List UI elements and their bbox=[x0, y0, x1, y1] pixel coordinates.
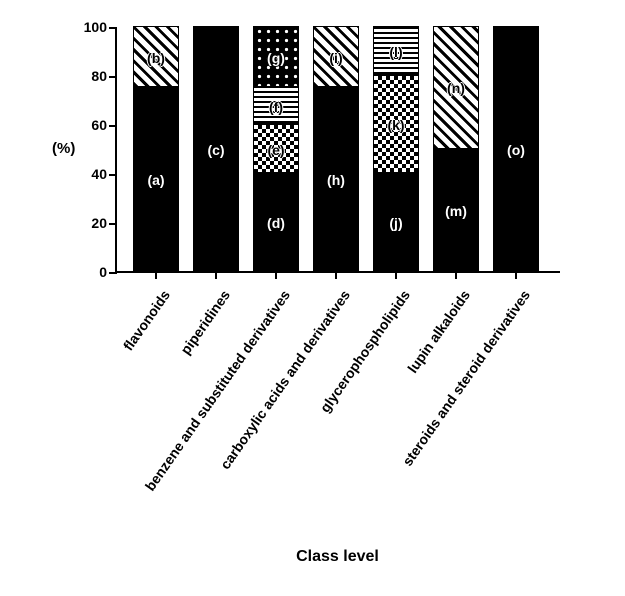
x-category-label: carboxylic acids and derivatives bbox=[217, 287, 353, 472]
y-tick-label: 20 bbox=[67, 215, 107, 231]
bar-segment bbox=[253, 87, 299, 124]
x-tick bbox=[515, 271, 517, 279]
bar-group: (c) bbox=[193, 26, 239, 271]
y-tick-label: 60 bbox=[67, 117, 107, 133]
plot-area: (a)(b) (c) (d)(e)(f)(g) (h)(i) (j)(k)(l) (m)(… bbox=[115, 28, 560, 273]
bar-group: (j)(k)(l) bbox=[373, 26, 419, 271]
bar-segment bbox=[373, 173, 419, 271]
x-category-label: flavonoids bbox=[120, 287, 173, 354]
bar-segment bbox=[193, 26, 239, 271]
bar-segment bbox=[373, 75, 419, 173]
bar-group: (a)(b) bbox=[133, 26, 179, 271]
y-tick bbox=[109, 125, 117, 127]
bar-segment bbox=[313, 87, 359, 271]
bar-segment bbox=[313, 26, 359, 87]
y-tick-label: 100 bbox=[67, 19, 107, 35]
bar-group: (d)(e)(f)(g) bbox=[253, 26, 299, 271]
y-tick bbox=[109, 223, 117, 225]
x-category-label: piperidines bbox=[177, 287, 233, 357]
bar-group: (m)(n) bbox=[433, 26, 479, 271]
y-tick bbox=[109, 272, 117, 274]
y-tick-label: 80 bbox=[67, 68, 107, 84]
x-tick bbox=[275, 271, 277, 279]
x-tick bbox=[455, 271, 457, 279]
bar-segment bbox=[373, 26, 419, 75]
x-category-label: lupin alkaloids bbox=[404, 287, 473, 376]
chart-container: (%) 0 20 40 60 80 100 (a)(b) (c) (d)(e)(f)(g) (h… bbox=[0, 0, 625, 596]
y-tick bbox=[109, 27, 117, 29]
x-tick bbox=[395, 271, 397, 279]
x-category-label: steroids and steroid derivatives bbox=[399, 287, 533, 469]
y-tick-label: 0 bbox=[67, 264, 107, 280]
x-tick bbox=[335, 271, 337, 279]
bar-group: (o) bbox=[493, 26, 539, 271]
bar-segment bbox=[433, 149, 479, 272]
bar-segment bbox=[493, 26, 539, 271]
bar-segment bbox=[133, 87, 179, 271]
bar-segment bbox=[253, 124, 299, 173]
y-tick bbox=[109, 174, 117, 176]
x-tick bbox=[215, 271, 217, 279]
y-tick bbox=[109, 76, 117, 78]
bar-segment bbox=[253, 26, 299, 87]
x-tick bbox=[155, 271, 157, 279]
bar-segment bbox=[433, 26, 479, 149]
bar-segment bbox=[133, 26, 179, 87]
bar-group: (h)(i) bbox=[313, 26, 359, 271]
bar-segment bbox=[253, 173, 299, 271]
y-axis-label: (%) bbox=[52, 140, 75, 157]
x-axis-title: Class level bbox=[115, 548, 560, 566]
y-tick-label: 40 bbox=[67, 166, 107, 182]
